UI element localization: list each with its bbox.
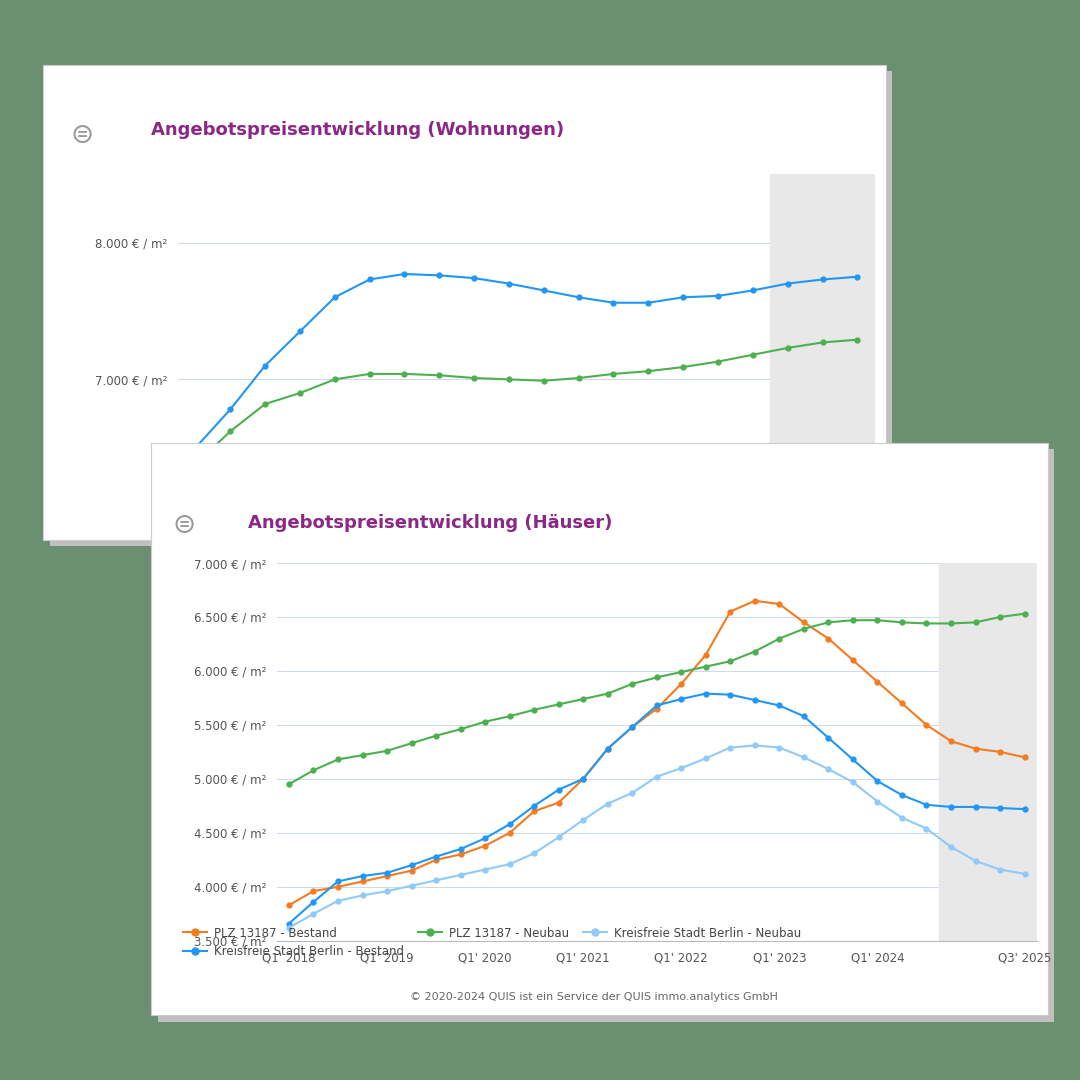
Text: ⊜: ⊜ xyxy=(173,511,197,539)
Bar xyxy=(939,563,1037,941)
Legend: PLZ 13187 - Bestand, Kreisfreie Stadt Berlin - Bestand, PLZ 13187 - Neubau, Krei: PLZ 13187 - Bestand, Kreisfreie Stadt Be… xyxy=(178,922,806,963)
Text: ⊜: ⊜ xyxy=(70,121,94,149)
Text: © 2020-2024 QUIS ist ein Service der QUIS immo.analytics GmbH: © 2020-2024 QUIS ist ein Service der QUI… xyxy=(410,993,778,1002)
Text: Angebotspreisentwicklung (Häuser): Angebotspreisentwicklung (Häuser) xyxy=(248,514,612,532)
Bar xyxy=(770,174,875,516)
Text: Angebotspreisentwicklung (Wohnungen): Angebotspreisentwicklung (Wohnungen) xyxy=(151,121,565,139)
